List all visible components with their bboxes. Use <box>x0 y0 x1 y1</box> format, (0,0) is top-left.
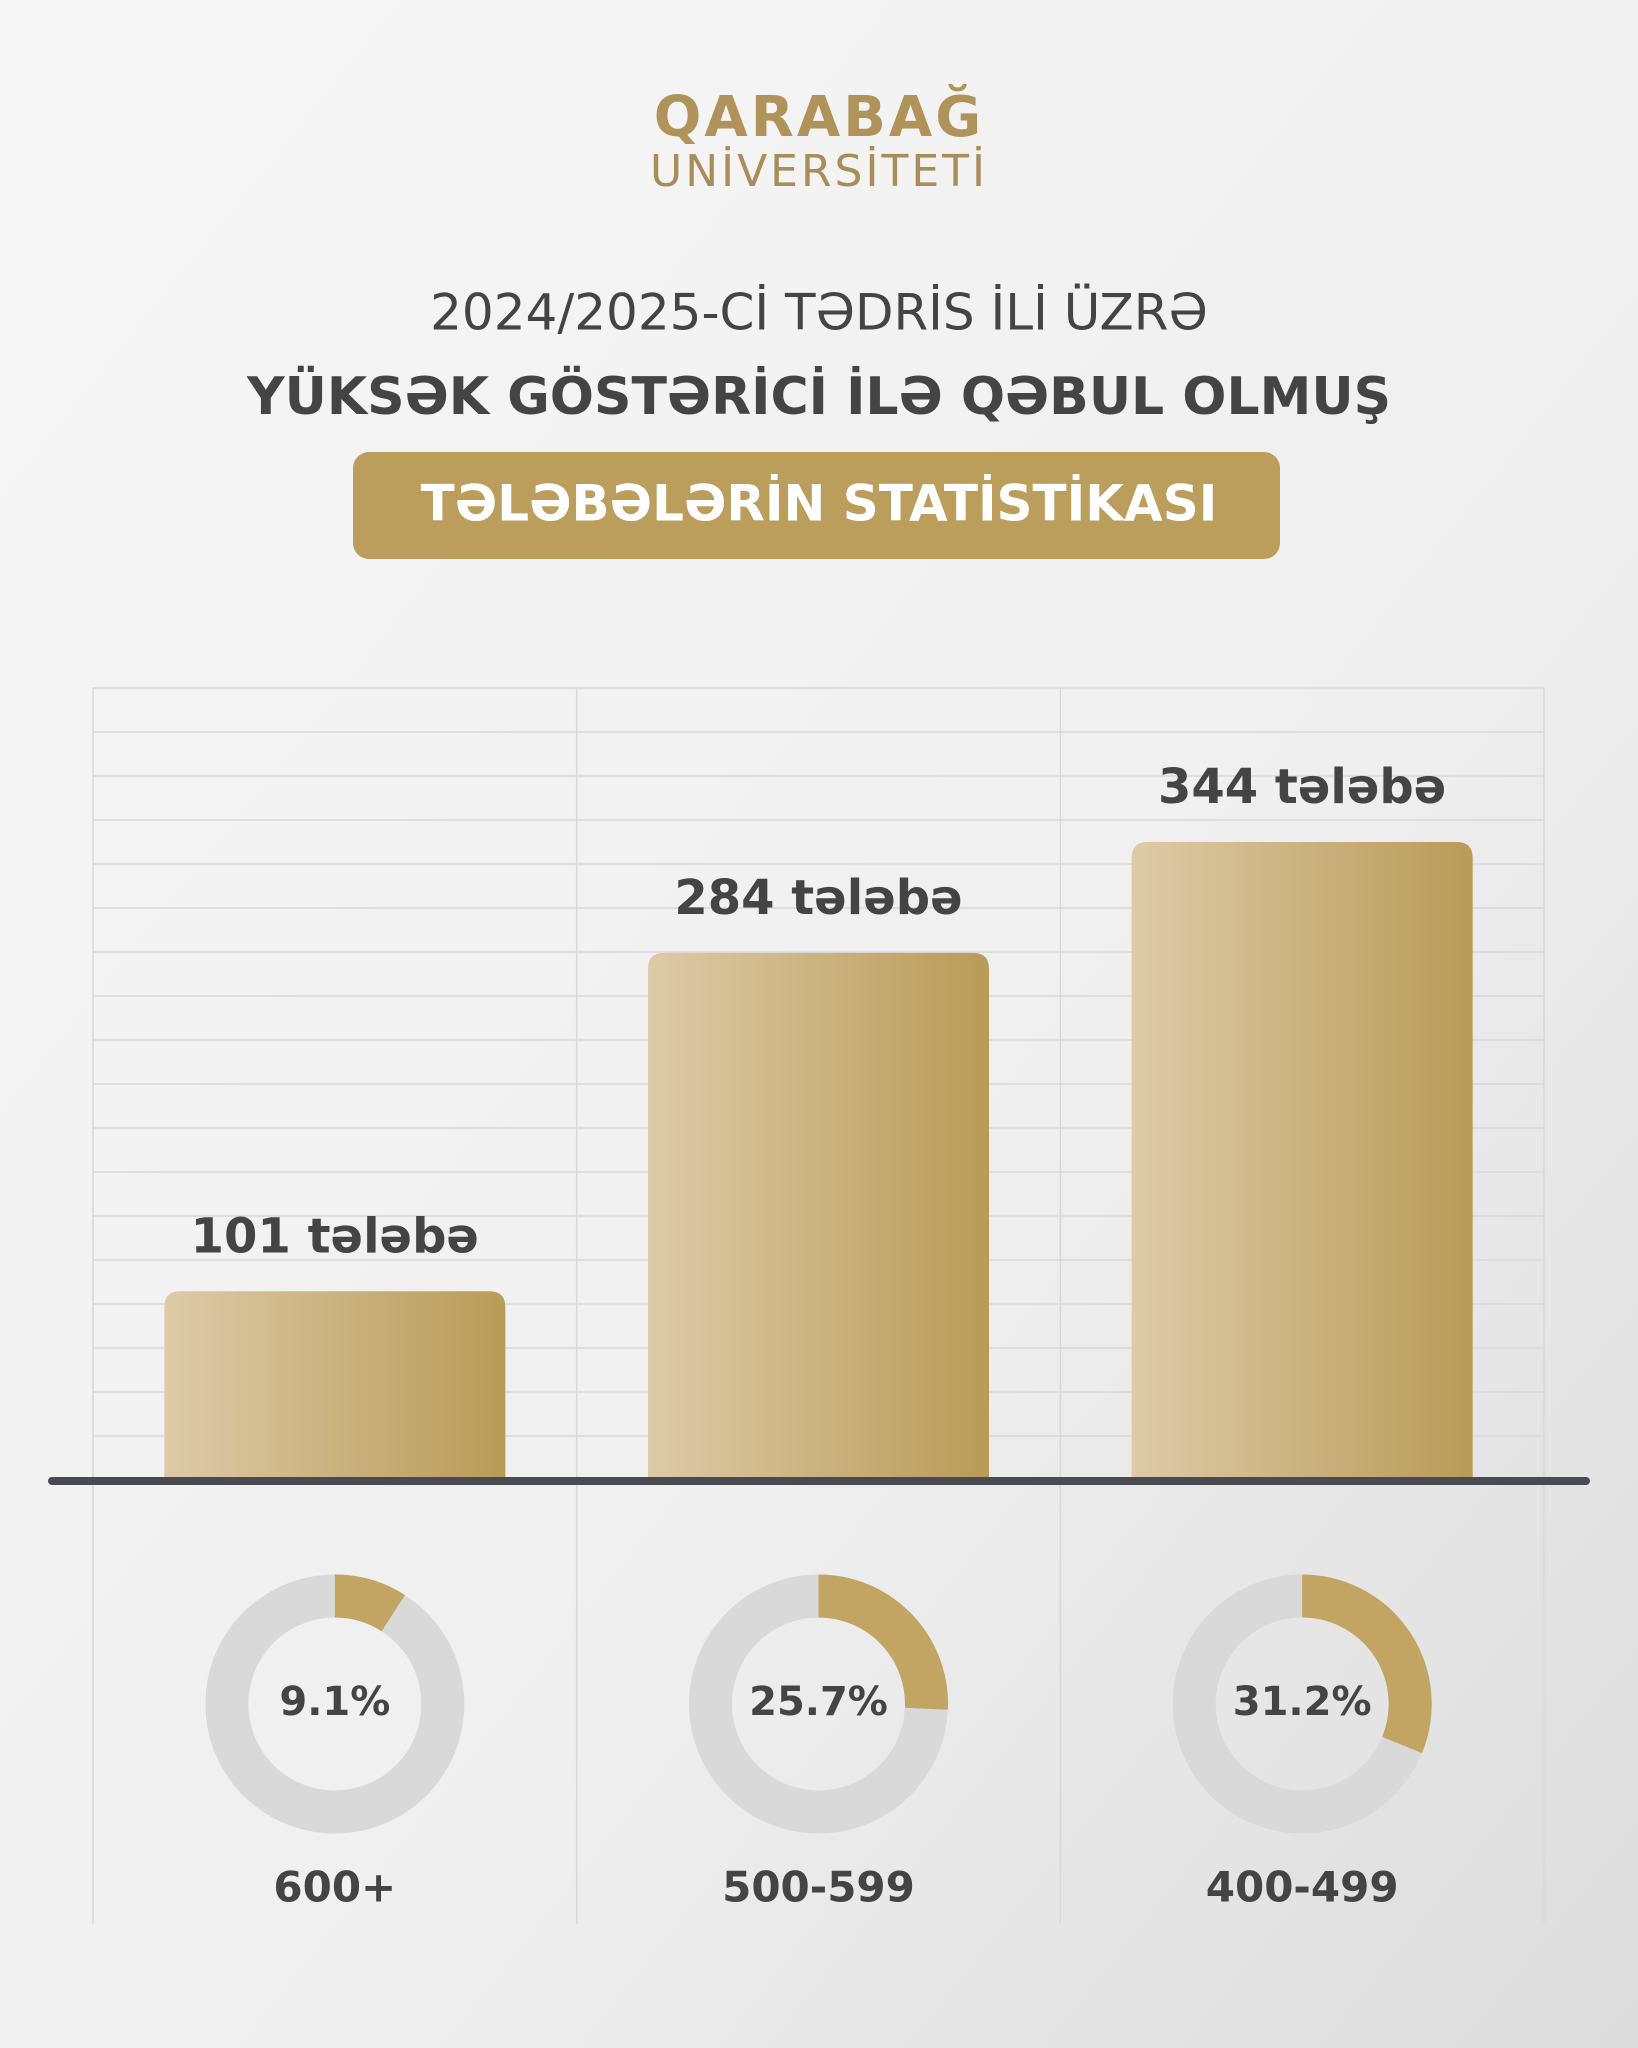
logo-line1: QARABAĞ <box>654 85 984 150</box>
donut-label: 31.2% <box>1233 1679 1372 1725</box>
category-label: 400-499 <box>1206 1863 1399 1912</box>
bar <box>164 1291 506 1478</box>
donut-arc <box>334 1574 405 1632</box>
bar-value-label: 284 tələbə <box>674 870 962 926</box>
category-label: 500-599 <box>722 1863 915 1912</box>
title-badge-text: TƏLƏBƏLƏRİN STATİSTİKASI <box>421 475 1218 533</box>
donut-label: 9.1% <box>279 1679 390 1725</box>
category-label: 600+ <box>273 1863 396 1912</box>
donut-label: 25.7% <box>749 1679 888 1725</box>
logo-line2: UNİVERSİTETİ <box>650 145 988 197</box>
title-badge <box>353 452 1280 559</box>
title-line2: YÜKSƏK GÖSTƏRİCİ İLƏ QƏBUL OLMUŞ <box>246 365 1391 427</box>
bar <box>648 952 989 1478</box>
bar <box>1131 842 1473 1478</box>
title-line1: 2024/2025-Cİ TƏDRİS İLİ ÜZRƏ <box>430 284 1208 342</box>
bar-value-label: 344 tələbə <box>1158 759 1446 815</box>
donut-arc <box>817 1574 948 1710</box>
donut-arc <box>1301 1574 1432 1754</box>
bar-value-label: 101 tələbə <box>191 1208 479 1264</box>
